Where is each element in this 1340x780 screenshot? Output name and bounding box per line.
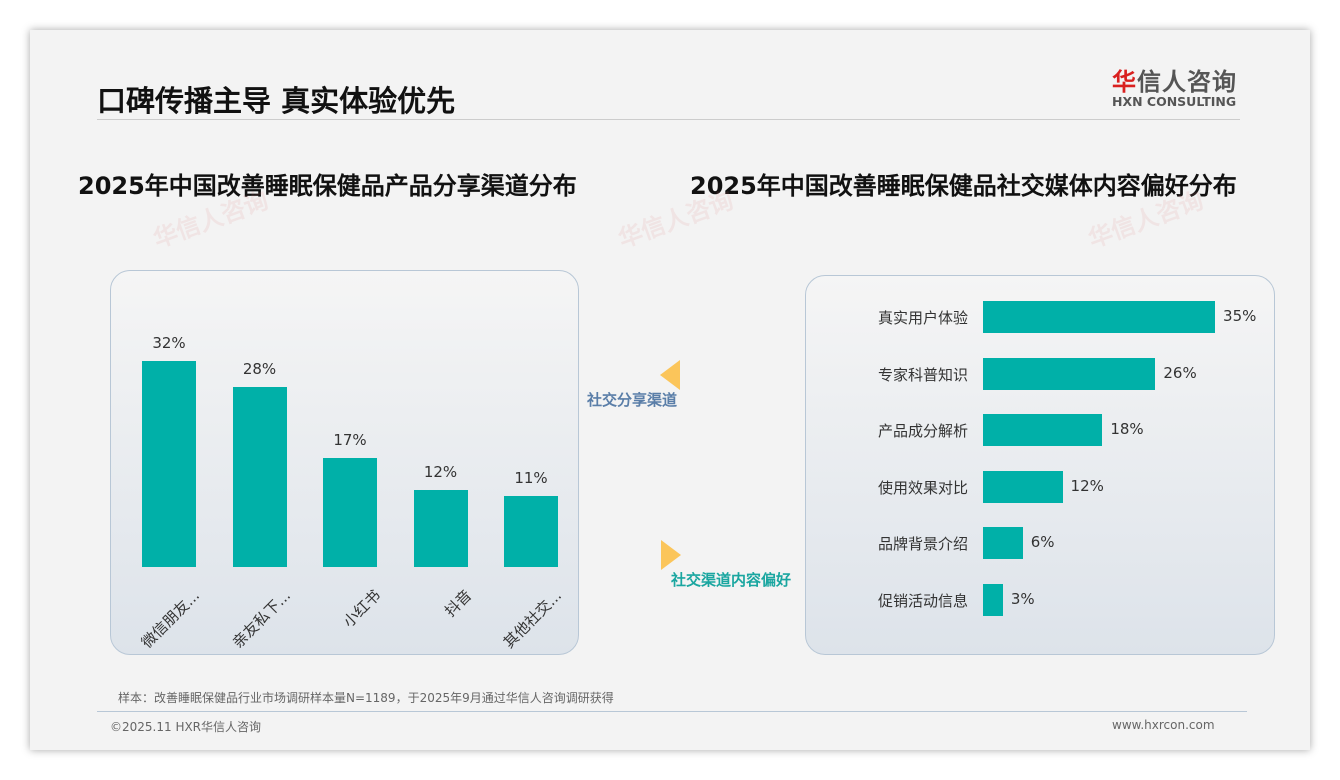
bar <box>983 584 1003 616</box>
logo-en: HXN CONSULTING <box>1112 94 1237 109</box>
sample-note: 样本：改善睡眠保健品行业市场调研样本量N=1189，于2025年9月通过华信人咨… <box>118 691 614 705</box>
right-chart-panel <box>805 275 1275 655</box>
copyright: ©2025.11 HXR华信人咨询 <box>110 720 262 734</box>
data-label: 6% <box>1030 533 1055 552</box>
page-title: 口碑传播主导 真实体验优先 <box>97 84 456 118</box>
bar <box>232 386 287 567</box>
y-tick-label: 品牌背景介绍 <box>877 535 968 554</box>
bar <box>983 414 1103 447</box>
y-tick-label: 使用效果对比 <box>877 478 968 497</box>
bar <box>142 360 196 567</box>
data-label: 18% <box>1110 420 1144 439</box>
bar <box>983 357 1156 390</box>
y-tick-label: 专家科普知识 <box>877 365 968 384</box>
arrow-right-icon <box>661 540 681 570</box>
bar <box>413 489 468 567</box>
left-chart-title: 2025年中国改善睡眠保健品产品分享渠道分布 <box>78 172 577 200</box>
data-label: 12% <box>423 462 458 481</box>
right-chart-title: 2025年中国改善睡眠保健品社交媒体内容偏好分布 <box>690 172 1237 200</box>
connector-bottom-label: 社交渠道内容偏好 <box>671 571 792 589</box>
data-label: 17% <box>333 430 367 449</box>
logo: 华信人咨询 <box>1112 68 1237 96</box>
data-label: 26% <box>1163 363 1197 382</box>
website-link[interactable]: www.hxrcon.com <box>1112 718 1215 732</box>
data-label: 28% <box>242 359 277 378</box>
y-tick-label: 促销活动信息 <box>877 592 968 610</box>
data-label: 32% <box>152 333 186 352</box>
y-tick-label: 产品成分解析 <box>877 422 968 441</box>
data-label: 11% <box>514 469 548 488</box>
footer-divider <box>97 711 1247 712</box>
y-tick-label: 真实用户体验 <box>877 309 968 327</box>
data-label: 3% <box>1010 590 1035 608</box>
divider <box>97 119 1240 120</box>
bar <box>504 496 558 567</box>
data-label: 12% <box>1070 476 1104 495</box>
arrow-left-icon <box>660 360 680 390</box>
connector-top-label: 社交分享渠道 <box>587 391 678 409</box>
bar <box>983 301 1216 333</box>
data-label: 35% <box>1223 307 1257 325</box>
bar <box>983 470 1063 503</box>
bar <box>983 527 1023 560</box>
bar <box>323 457 377 567</box>
